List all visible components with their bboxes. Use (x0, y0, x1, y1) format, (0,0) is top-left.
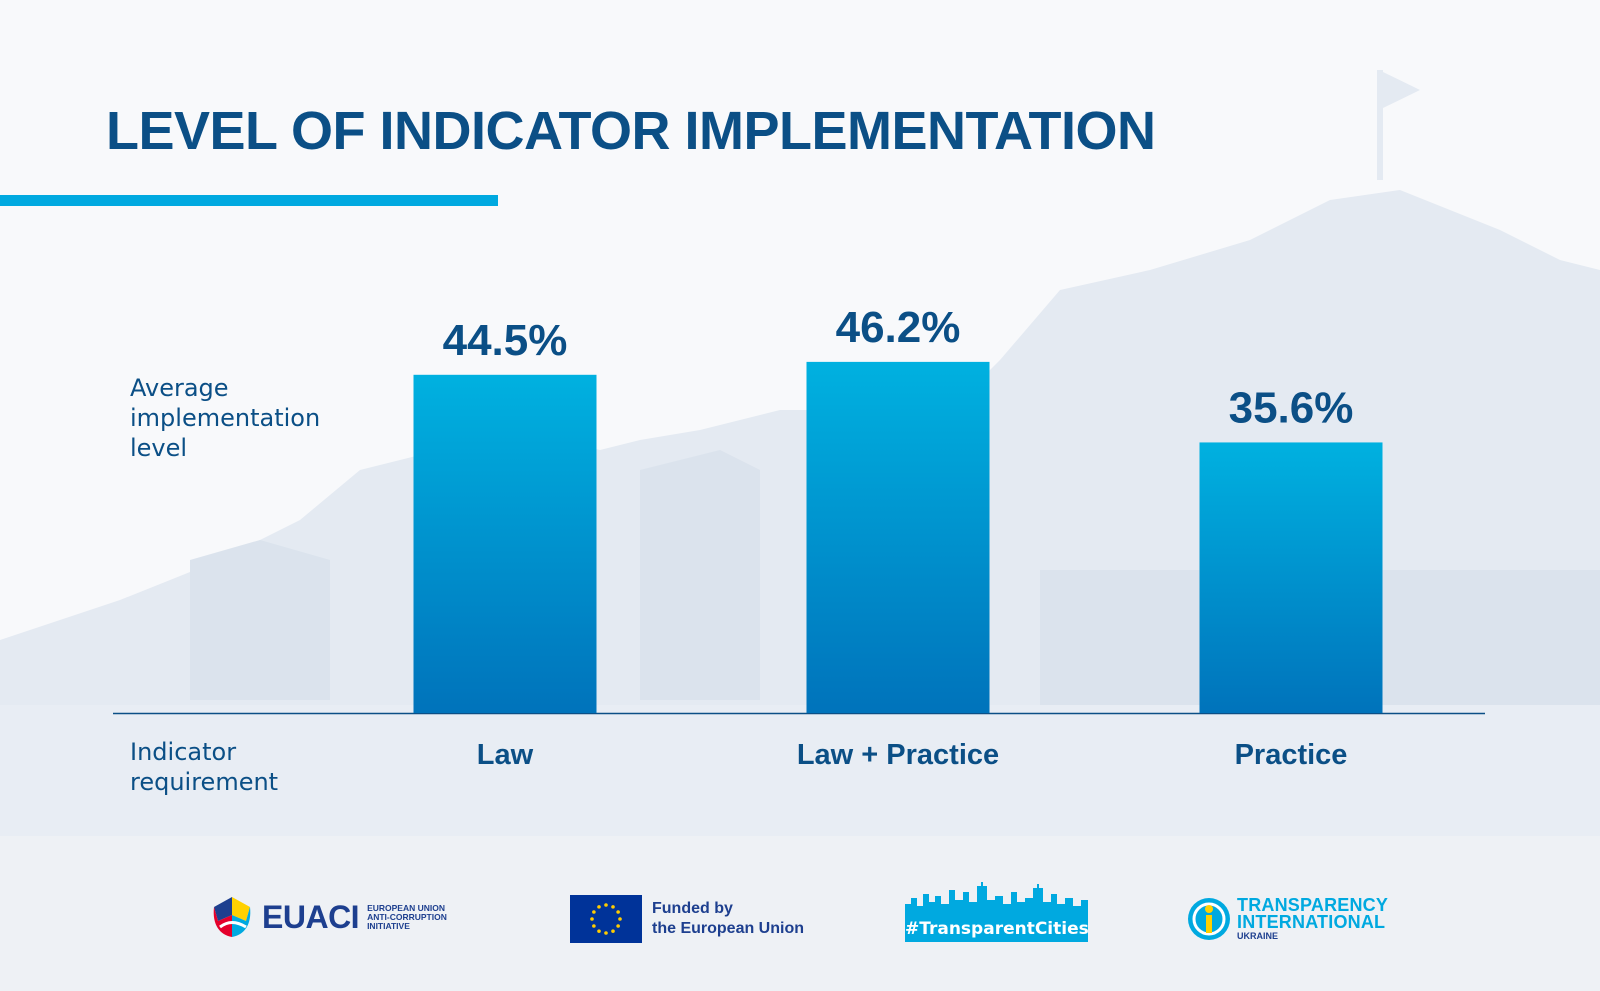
eu-star-icon (616, 924, 620, 928)
bar-law (413, 374, 597, 713)
eu-star-icon (604, 931, 608, 935)
transparency-international-emblem-icon (1188, 898, 1230, 940)
footer-logos (0, 836, 1600, 991)
eu-flag-icon (570, 895, 642, 943)
euaci-emblem-icon (213, 897, 251, 937)
bar-value-label: 35.6% (1229, 383, 1354, 432)
category-tick-label: Practice (1235, 739, 1348, 771)
euaci-subtitle-line: EUROPEAN UNION (367, 902, 445, 913)
transparent-cities-logo: #TransparentCities (905, 882, 1089, 942)
eu-star-icon (590, 917, 594, 921)
eu-star-icon (611, 929, 615, 933)
transparent-cities-label: #TransparentCities (905, 916, 1089, 942)
category-axis-label: Indicator requirement (130, 737, 278, 797)
euaci-name: EUACI (262, 898, 360, 935)
euaci-subtitle: EUROPEAN UNION ANTI-CORRUPTION INITIATIV… (367, 902, 447, 931)
city-skyline-icon (905, 882, 1088, 918)
value-axis-label-line: Average (130, 374, 229, 402)
bar-chart: 44.5% Law 46.2% Law + Practice 35.6% Practice (113, 303, 1485, 771)
eu-star-icon (616, 910, 620, 914)
bar-practice (1199, 442, 1383, 713)
eu-star-icon (592, 924, 596, 928)
euaci-logo: EUACI EUROPEAN UNION ANTI-CORRUPTION INI… (210, 895, 447, 939)
category-axis-label-line: requirement (130, 768, 279, 796)
transparency-international-logo: TRANSPARENCY INTERNATIONAL UKRAINE (1187, 895, 1389, 941)
transparency-international-text: TRANSPARENCY INTERNATIONAL UKRAINE (1237, 895, 1389, 941)
chart-title: LEVEL OF INDICATOR IMPLEMENTATION (106, 101, 1156, 161)
eu-funding-line: Funded by (652, 900, 733, 917)
value-axis-label-line: level (130, 434, 188, 462)
eu-funding-line: the European Union (652, 920, 804, 937)
category-axis-label-line: Indicator (130, 738, 237, 766)
eu-star-icon (611, 905, 615, 909)
eu-star-icon (604, 903, 608, 907)
bar-value-label: 44.5% (443, 316, 568, 365)
eu-funding-logo: Funded by the European Union (570, 895, 804, 943)
euaci-subtitle-line: INITIATIVE (367, 920, 410, 931)
euaci-subtitle-line: ANTI-CORRUPTION (367, 911, 447, 922)
title-underline (0, 195, 498, 206)
bar-value-label: 46.2% (836, 303, 961, 352)
ti-line: INTERNATIONAL (1237, 912, 1386, 932)
eu-funding-text: Funded by the European Union (652, 899, 804, 939)
value-axis-label: Average implementation level (130, 373, 320, 463)
eu-star-icon (618, 917, 622, 921)
category-tick-label: Law (477, 739, 534, 771)
value-axis-label-line: implementation (130, 404, 321, 432)
category-tick-label: Law + Practice (797, 739, 999, 771)
eu-star-icon (597, 929, 601, 933)
eu-star-icon (592, 910, 596, 914)
ti-line: TRANSPARENCY (1237, 895, 1389, 915)
bar-law-practice (806, 361, 990, 713)
ti-line: UKRAINE (1237, 931, 1279, 941)
eu-star-icon (597, 905, 601, 909)
